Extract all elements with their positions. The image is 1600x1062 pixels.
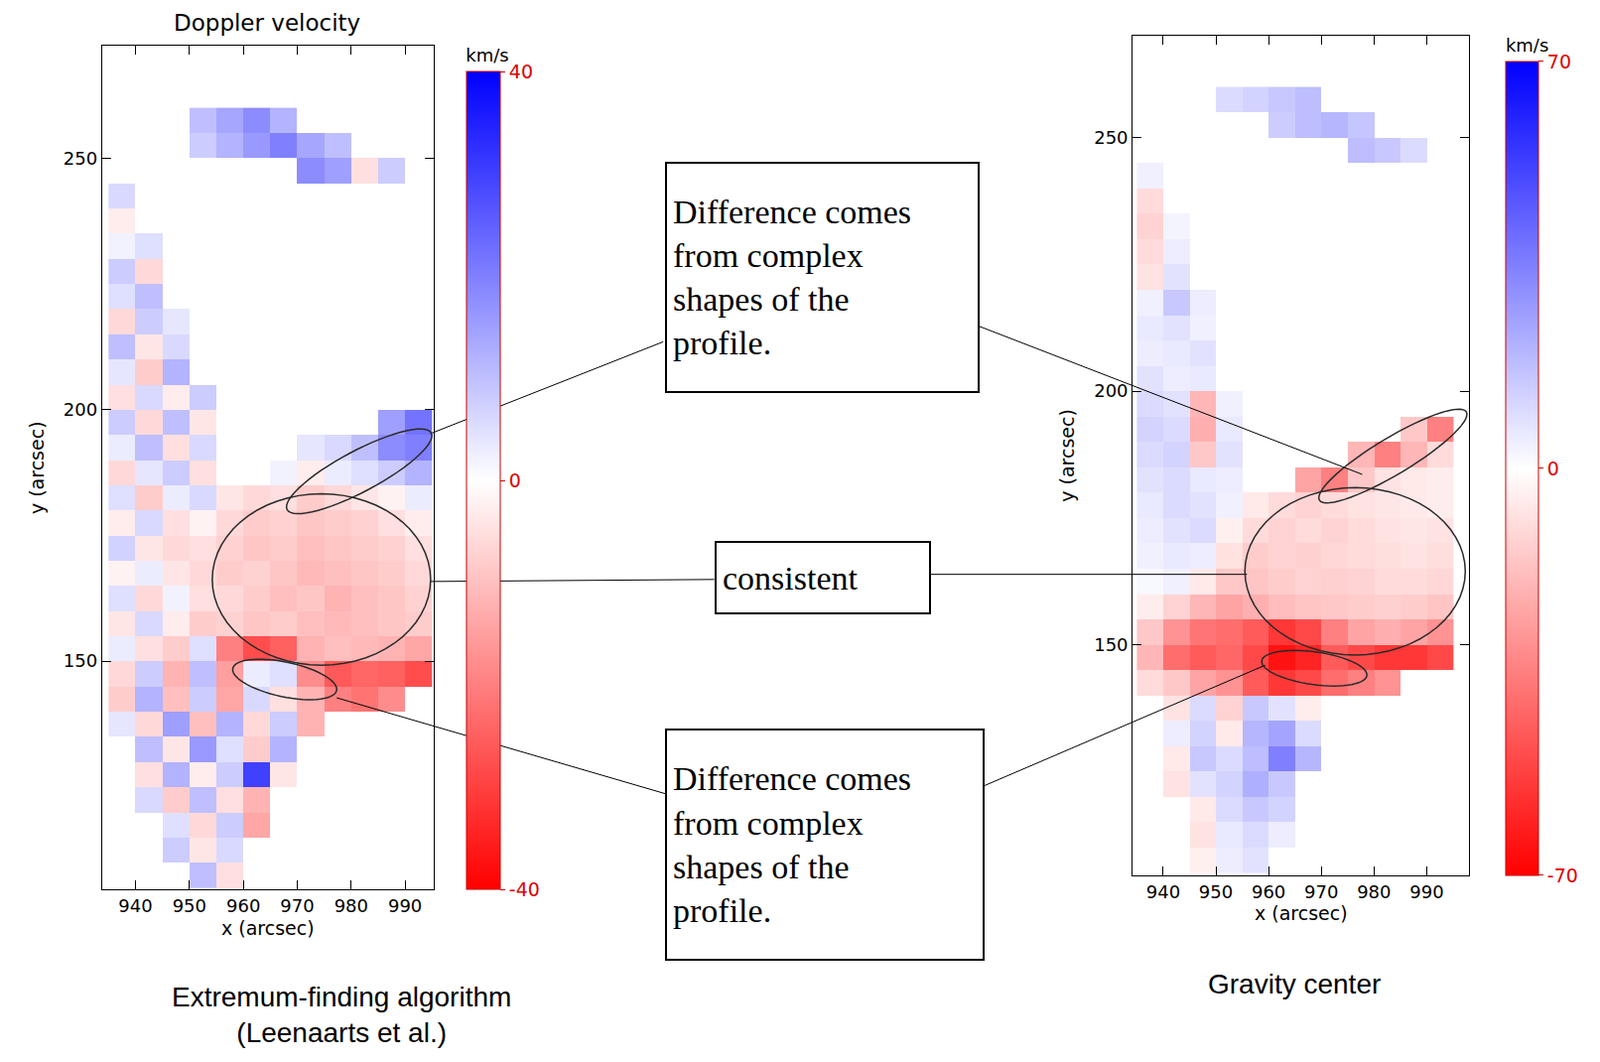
svg-text:0: 0 <box>1547 457 1560 480</box>
svg-text:990: 990 <box>1409 881 1444 903</box>
svg-text:consistent: consistent <box>722 559 859 597</box>
svg-text:200: 200 <box>63 399 98 420</box>
svg-text:x (arcsec): x (arcsec) <box>221 917 315 939</box>
svg-text:990: 990 <box>388 895 422 917</box>
svg-text:x (arcsec): x (arcsec) <box>1254 902 1348 925</box>
svg-text:70: 70 <box>1547 50 1572 73</box>
svg-text:-40: -40 <box>509 878 540 901</box>
svg-text:970: 970 <box>279 895 314 917</box>
svg-text:0: 0 <box>509 469 522 492</box>
svg-text:150: 150 <box>63 650 98 671</box>
svg-text:y (arcsec): y (arcsec) <box>1056 408 1078 503</box>
svg-text:960: 960 <box>1251 881 1286 903</box>
svg-text:y (arcsec): y (arcsec) <box>25 420 48 515</box>
svg-text:Extremum-finding algorithm(Lee: Extremum-finding algorithm(Leenaarts et … <box>171 981 512 1049</box>
svg-text:200: 200 <box>1093 380 1128 401</box>
svg-text:Difference comesfrom complexsh: Difference comesfrom complexshapes of th… <box>672 760 912 930</box>
svg-text:km/s: km/s <box>465 44 509 66</box>
svg-text:950: 950 <box>1199 881 1233 903</box>
svg-text:970: 970 <box>1304 881 1338 903</box>
svg-text:980: 980 <box>1356 881 1391 903</box>
svg-text:Doppler velocity: Doppler velocity <box>173 9 361 36</box>
svg-text:250: 250 <box>63 147 98 169</box>
svg-text:250: 250 <box>1093 127 1128 148</box>
svg-text:960: 960 <box>226 895 261 917</box>
svg-text:940: 940 <box>118 895 152 917</box>
svg-text:Difference comesfrom complexsh: Difference comesfrom complexshapes of th… <box>672 193 912 363</box>
svg-text:980: 980 <box>334 895 369 917</box>
svg-text:150: 150 <box>1093 634 1128 656</box>
svg-text:km/s: km/s <box>1505 34 1549 56</box>
svg-text:-70: -70 <box>1547 864 1579 887</box>
svg-text:Gravity center: Gravity center <box>1207 968 1381 1000</box>
svg-text:940: 940 <box>1146 881 1181 903</box>
svg-text:950: 950 <box>172 895 207 917</box>
svg-text:40: 40 <box>509 60 534 83</box>
